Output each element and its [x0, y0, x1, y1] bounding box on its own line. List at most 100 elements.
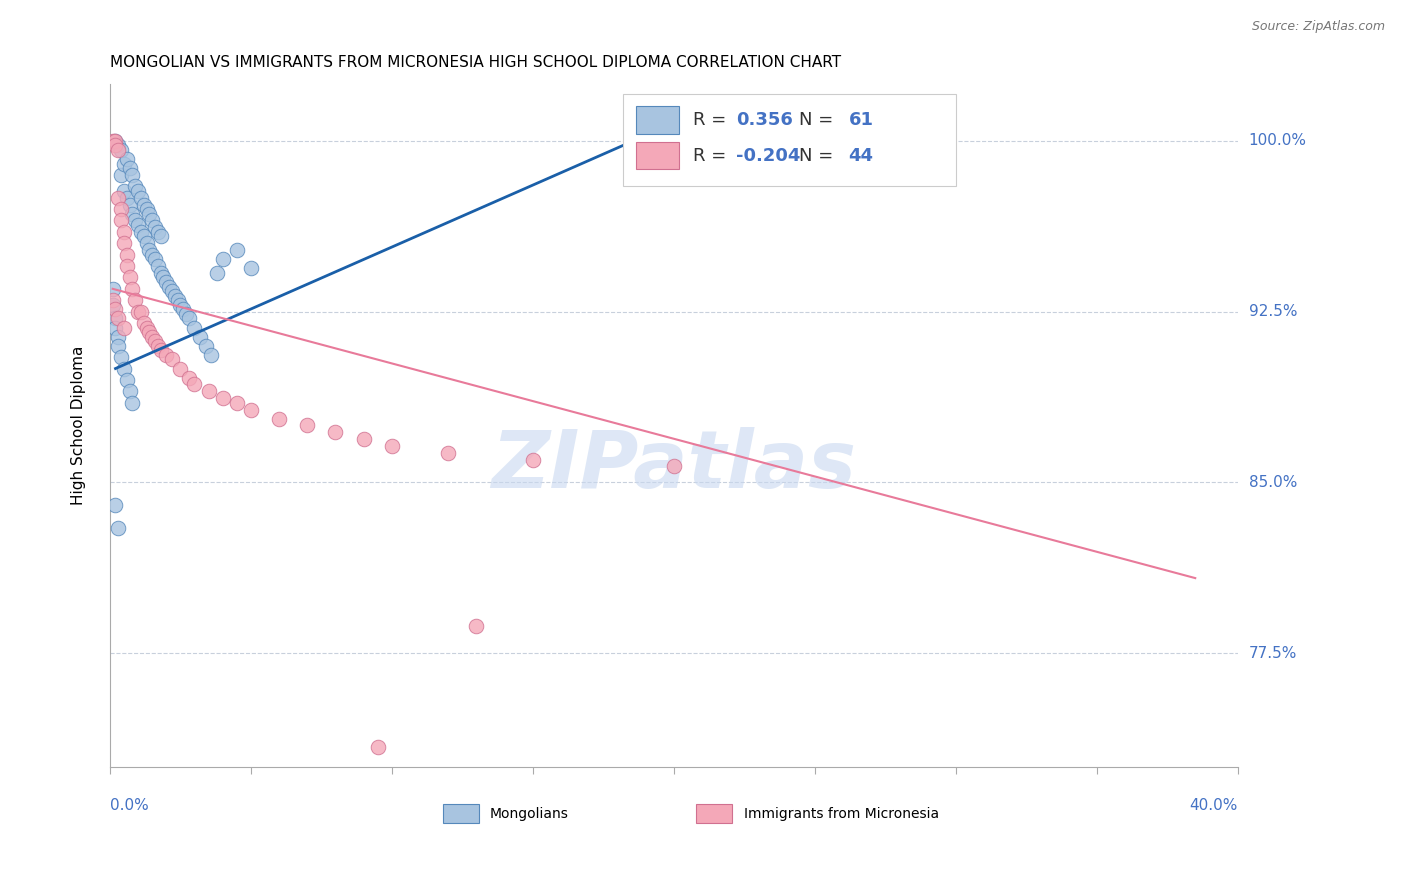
Point — [211, 252, 233, 267]
Point — [110, 143, 132, 157]
Point — [146, 259, 169, 273]
Point — [132, 316, 155, 330]
Point — [115, 259, 138, 273]
Point — [143, 334, 166, 349]
Point — [115, 373, 138, 387]
Point — [169, 298, 191, 312]
Point — [118, 384, 141, 399]
Text: -0.204: -0.204 — [735, 146, 800, 164]
Point — [104, 134, 127, 148]
Point — [135, 202, 157, 216]
Text: 92.5%: 92.5% — [1249, 304, 1298, 319]
Point — [295, 418, 318, 433]
Point — [107, 329, 129, 343]
Point — [239, 402, 262, 417]
Point — [225, 243, 247, 257]
Point — [129, 304, 152, 318]
Point — [112, 184, 135, 198]
Point — [104, 311, 127, 326]
Point — [149, 266, 172, 280]
FancyBboxPatch shape — [696, 804, 733, 823]
Point — [197, 384, 219, 399]
Point — [155, 348, 177, 362]
Point — [211, 391, 233, 405]
Point — [141, 247, 163, 261]
Point — [157, 279, 180, 293]
Point — [325, 425, 347, 440]
Point — [169, 361, 191, 376]
Text: 0.0%: 0.0% — [110, 797, 149, 813]
Point — [155, 275, 177, 289]
Point — [115, 152, 138, 166]
Point — [124, 293, 146, 308]
Point — [104, 498, 127, 512]
Point — [132, 197, 155, 211]
Text: 77.5%: 77.5% — [1249, 646, 1296, 661]
Point — [239, 261, 262, 276]
Point — [381, 439, 404, 453]
Point — [163, 288, 186, 302]
Point — [118, 270, 141, 285]
Point — [101, 134, 124, 148]
Point — [200, 348, 222, 362]
Point — [104, 320, 127, 334]
Point — [112, 361, 135, 376]
Point — [101, 298, 124, 312]
Point — [149, 343, 172, 358]
Point — [662, 459, 685, 474]
Point — [107, 311, 129, 326]
Point — [132, 229, 155, 244]
Point — [107, 339, 129, 353]
Point — [127, 184, 149, 198]
Point — [110, 350, 132, 364]
Point — [112, 156, 135, 170]
Point — [110, 202, 132, 216]
Point — [205, 266, 228, 280]
Text: Immigrants from Micronesia: Immigrants from Micronesia — [744, 806, 939, 821]
FancyBboxPatch shape — [637, 106, 679, 134]
Point — [177, 311, 200, 326]
Point — [115, 191, 138, 205]
Point — [107, 191, 129, 205]
Point — [104, 138, 127, 153]
Point — [107, 138, 129, 153]
Point — [112, 320, 135, 334]
Point — [107, 521, 129, 535]
Point — [160, 284, 183, 298]
Point — [146, 339, 169, 353]
FancyBboxPatch shape — [637, 142, 679, 169]
Point — [112, 225, 135, 239]
Text: 100.0%: 100.0% — [1249, 133, 1306, 148]
FancyBboxPatch shape — [623, 94, 956, 186]
Point — [101, 282, 124, 296]
Point — [188, 329, 211, 343]
Point — [183, 320, 205, 334]
Point — [149, 229, 172, 244]
Text: Source: ZipAtlas.com: Source: ZipAtlas.com — [1251, 20, 1385, 33]
Point — [138, 207, 160, 221]
Point — [367, 739, 389, 754]
Point — [353, 432, 375, 446]
Point — [465, 619, 488, 633]
Point — [118, 197, 141, 211]
Point — [129, 191, 152, 205]
Point — [112, 236, 135, 251]
Point — [101, 293, 124, 308]
FancyBboxPatch shape — [443, 804, 478, 823]
Point — [104, 134, 127, 148]
Point — [129, 225, 152, 239]
Text: 44: 44 — [848, 146, 873, 164]
Point — [115, 247, 138, 261]
Point — [437, 446, 460, 460]
Point — [118, 161, 141, 175]
Text: 0.356: 0.356 — [735, 111, 793, 129]
Point — [225, 395, 247, 409]
Point — [124, 179, 146, 194]
Point — [110, 168, 132, 182]
Point — [135, 320, 157, 334]
Text: R =: R = — [693, 111, 733, 129]
Point — [121, 207, 143, 221]
Text: 40.0%: 40.0% — [1189, 797, 1237, 813]
Text: 85.0%: 85.0% — [1249, 475, 1296, 490]
Point — [177, 370, 200, 384]
